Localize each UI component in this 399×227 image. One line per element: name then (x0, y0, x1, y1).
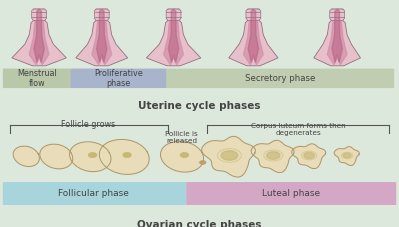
Polygon shape (69, 142, 111, 172)
Polygon shape (12, 9, 66, 66)
Polygon shape (13, 146, 40, 167)
Circle shape (89, 153, 97, 157)
Polygon shape (76, 9, 128, 66)
Polygon shape (246, 9, 261, 20)
Polygon shape (29, 10, 49, 65)
FancyBboxPatch shape (3, 69, 71, 88)
Text: Menstrual
flow: Menstrual flow (17, 69, 57, 88)
Polygon shape (327, 10, 347, 65)
Polygon shape (164, 10, 184, 65)
FancyBboxPatch shape (166, 69, 394, 88)
Polygon shape (229, 9, 278, 66)
Polygon shape (94, 9, 109, 20)
Circle shape (267, 152, 280, 159)
Polygon shape (314, 9, 360, 66)
Polygon shape (330, 9, 345, 20)
Polygon shape (40, 144, 73, 169)
Text: Follicle is
released: Follicle is released (165, 131, 198, 143)
Polygon shape (99, 139, 149, 174)
Polygon shape (92, 10, 112, 65)
Text: Ovarian cycle phases: Ovarian cycle phases (137, 220, 262, 227)
Polygon shape (201, 136, 255, 177)
Polygon shape (166, 9, 181, 20)
Circle shape (180, 153, 188, 157)
Polygon shape (32, 9, 47, 20)
Polygon shape (168, 9, 179, 62)
Polygon shape (243, 10, 263, 65)
FancyBboxPatch shape (3, 182, 187, 205)
Polygon shape (248, 9, 259, 62)
Polygon shape (332, 9, 342, 62)
FancyBboxPatch shape (71, 69, 167, 88)
Circle shape (304, 153, 314, 158)
Text: Corpus luteum forms then
degenerates: Corpus luteum forms then degenerates (251, 123, 346, 136)
Text: Secretory phase: Secretory phase (245, 74, 316, 83)
Polygon shape (251, 140, 294, 173)
Polygon shape (334, 147, 359, 165)
Text: Uterine cycle phases: Uterine cycle phases (138, 101, 261, 111)
Text: Follicle grows: Follicle grows (61, 120, 115, 129)
Polygon shape (34, 9, 44, 62)
Polygon shape (146, 9, 201, 66)
Polygon shape (160, 141, 203, 172)
Circle shape (221, 151, 238, 160)
Text: Luteal phase: Luteal phase (262, 189, 320, 198)
Polygon shape (292, 144, 326, 169)
Circle shape (343, 153, 351, 158)
FancyBboxPatch shape (186, 182, 396, 205)
Text: Follicular phase: Follicular phase (58, 189, 129, 198)
Text: Proliferative
phase: Proliferative phase (94, 69, 143, 88)
Circle shape (200, 161, 206, 164)
Circle shape (123, 153, 131, 157)
Polygon shape (97, 9, 107, 62)
